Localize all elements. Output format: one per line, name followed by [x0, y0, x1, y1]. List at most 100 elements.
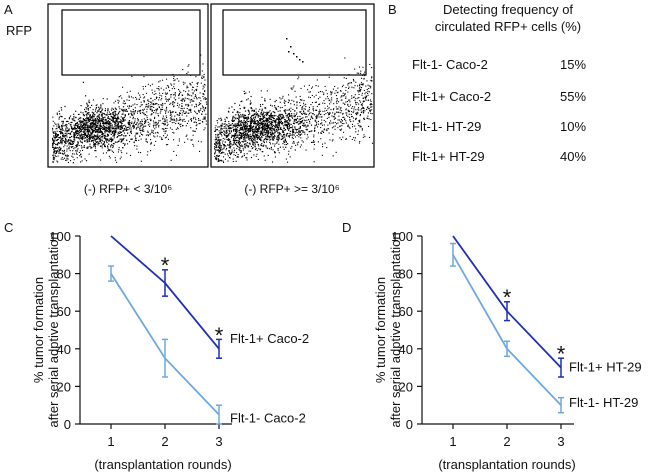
- flow-event-dot: [316, 122, 318, 124]
- flow-event-dot: [269, 128, 271, 131]
- flow-event-dot: [65, 140, 67, 142]
- flow-event-dot: [273, 125, 276, 127]
- flow-event-dot: [64, 136, 66, 138]
- flow-event-dot: [179, 90, 181, 92]
- flow-event-dot: [367, 94, 369, 96]
- flow-event-dot: [131, 113, 133, 115]
- flow-event-dot: [61, 116, 63, 118]
- flow-event-dot: [137, 118, 139, 120]
- panel-b-label: B: [388, 2, 397, 17]
- flow-event-dot: [322, 102, 324, 104]
- flow-event-dot: [333, 103, 335, 105]
- flow-event-dot: [118, 106, 120, 108]
- flow-event-dot: [84, 140, 86, 142]
- flow-event-dot: [275, 126, 277, 128]
- flow-event-dot: [56, 130, 58, 132]
- flow-event-dot: [307, 89, 309, 91]
- flow-event-dot: [319, 110, 321, 112]
- flow-event-dot: [346, 112, 348, 114]
- flow-event-dot: [229, 128, 231, 130]
- flow-event-dot: [277, 129, 279, 131]
- flow-event-dot: [199, 92, 201, 94]
- flow-event-dot: [214, 149, 216, 151]
- flow-event-dot: [264, 98, 266, 100]
- flow-event-dot: [259, 115, 261, 117]
- flow-event-dot: [254, 128, 256, 130]
- flow-event-dot: [120, 128, 122, 130]
- flow-event-dot: [322, 130, 324, 132]
- flow-event-dot: [274, 129, 276, 131]
- flow-event-dot: [68, 140, 70, 142]
- flow-event-dot: [239, 123, 242, 125]
- flow-event-dot: [112, 119, 114, 121]
- flow-event-dot: [98, 137, 100, 140]
- flow-event-dot: [214, 130, 216, 132]
- flow-event-dot: [140, 152, 142, 154]
- flow-event-dot: [271, 131, 273, 133]
- flow-event-dot: [267, 119, 270, 121]
- x-tick-label: 1: [449, 434, 456, 449]
- flow-event-dot: [70, 139, 72, 141]
- flow-event-dot: [248, 135, 250, 137]
- flow-event-dot: [141, 122, 143, 124]
- flow-event-dot: [90, 119, 92, 122]
- flow-event-dot: [54, 136, 56, 138]
- flow-event-dot: [288, 150, 290, 152]
- flow-event-dot: [231, 106, 233, 108]
- flow-event-dot: [275, 119, 277, 121]
- flow-event-dot: [368, 125, 370, 127]
- flow-event-dot: [93, 144, 95, 146]
- flow-event-dot: [76, 126, 79, 128]
- flow-event-dot: [355, 119, 357, 121]
- flow-event-dot: [265, 126, 267, 128]
- flow-event-dot: [181, 114, 183, 116]
- flow-event-dot: [62, 139, 64, 141]
- flow-event-dot: [272, 149, 274, 151]
- flow-event-dot: [205, 108, 207, 110]
- flow-event-dot: [243, 138, 245, 140]
- flow-event-dot: [68, 142, 70, 144]
- flow-event-dot: [256, 135, 258, 137]
- flow-event-dot: [361, 77, 363, 79]
- flow-event-dot: [53, 136, 55, 138]
- flow-event-dot: [359, 126, 361, 128]
- flow-event-dot: [256, 123, 259, 125]
- flow-event-dot: [173, 150, 175, 152]
- flow-event-dot: [316, 117, 318, 119]
- flow-event-dot: [134, 135, 136, 137]
- flow-event-dot: [86, 141, 88, 143]
- flow-event-dot: [353, 137, 355, 139]
- flow-event-dot: [125, 109, 127, 111]
- flow-event-dot: [164, 122, 166, 124]
- flow-event-dot: [226, 138, 228, 140]
- flow-event-dot: [217, 142, 219, 144]
- flow-event-dot: [52, 116, 54, 118]
- flow-event-dot: [107, 123, 109, 125]
- flow-event-dot: [328, 76, 330, 78]
- flow-event-dot: [266, 136, 268, 138]
- flow-event-dot: [257, 132, 259, 134]
- frequency-table: Flt-1- Caco-2 15% Flt-1+ Caco-2 55% Flt-…: [412, 57, 586, 164]
- flow-event-dot: [299, 121, 301, 123]
- flow-event-dot: [214, 127, 216, 129]
- flow-event-dot: [317, 85, 319, 87]
- flow-event-dot: [189, 94, 191, 96]
- flow-event-dot: [171, 111, 173, 113]
- flow-event-dot: [202, 93, 204, 95]
- flow-event-dot: [78, 151, 80, 153]
- flow-event-dot: [67, 127, 69, 129]
- flow-event-dot: [79, 138, 81, 140]
- flow-event-dot: [293, 123, 295, 125]
- flow-event-dot: [87, 108, 89, 110]
- flow-event-dot: [279, 128, 282, 130]
- flow-event-dot: [100, 142, 102, 144]
- flow-event-dot: [89, 137, 91, 139]
- flow-event-dot: [283, 140, 285, 142]
- flow-event-dot: [235, 160, 237, 162]
- flow-event-dot: [154, 117, 156, 119]
- flow-event-dot: [107, 110, 109, 112]
- flow-event-dot: [289, 112, 291, 114]
- flow-event-dot: [188, 109, 190, 111]
- significance-star: *: [503, 285, 512, 310]
- flow-event-dot: [257, 114, 260, 116]
